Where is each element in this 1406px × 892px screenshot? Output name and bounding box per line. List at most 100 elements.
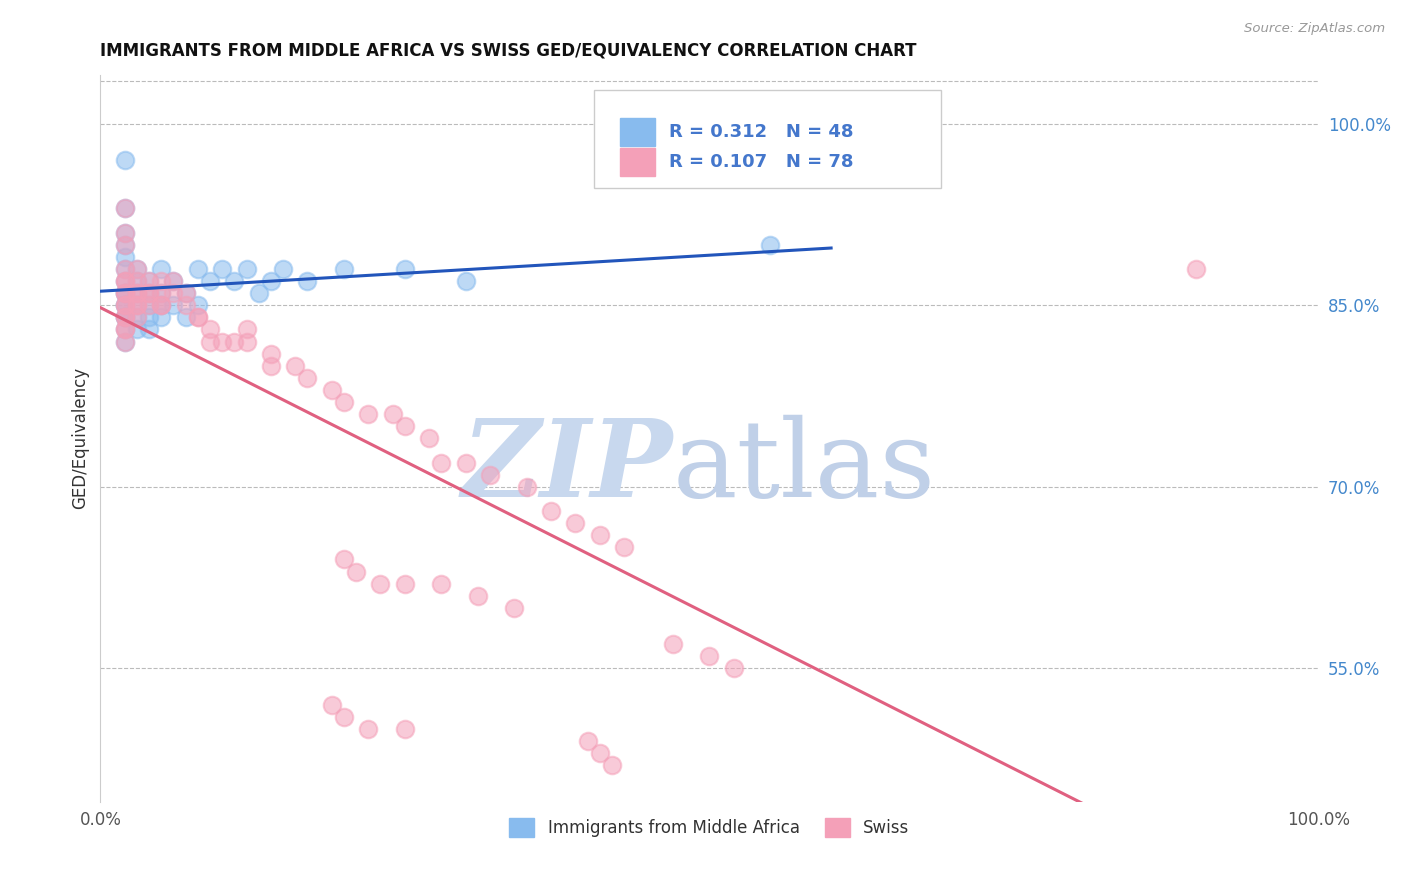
Point	[260, 274, 283, 288]
Point	[479, 467, 502, 482]
Point	[162, 286, 184, 301]
Point	[114, 334, 136, 349]
Point	[271, 261, 294, 276]
Point	[150, 298, 173, 312]
Point	[370, 576, 392, 591]
Point	[297, 371, 319, 385]
Point	[1185, 261, 1208, 276]
Text: R = 0.107   N = 78: R = 0.107 N = 78	[669, 153, 853, 171]
Legend: Immigrants from Middle Africa, Swiss: Immigrants from Middle Africa, Swiss	[503, 812, 915, 844]
Point	[138, 298, 160, 312]
Point	[138, 322, 160, 336]
Point	[174, 286, 197, 301]
Point	[224, 274, 246, 288]
Point	[114, 237, 136, 252]
Point	[503, 600, 526, 615]
Point	[162, 298, 184, 312]
Point	[114, 310, 136, 325]
Point	[613, 541, 636, 555]
Point	[333, 261, 356, 276]
Point	[394, 576, 416, 591]
Point	[187, 261, 209, 276]
Point	[114, 261, 136, 276]
Point	[418, 431, 440, 445]
Point	[114, 298, 136, 312]
Point	[114, 310, 136, 325]
Point	[150, 310, 173, 325]
Point	[125, 310, 148, 325]
Point	[394, 419, 416, 434]
Point	[235, 334, 257, 349]
Point	[114, 298, 136, 312]
Point	[321, 383, 343, 397]
Point	[198, 322, 221, 336]
Point	[125, 274, 148, 288]
Point	[297, 274, 319, 288]
Point	[235, 322, 257, 336]
Point	[260, 359, 283, 373]
Point	[138, 286, 160, 301]
Point	[114, 274, 136, 288]
Point	[138, 274, 160, 288]
Point	[260, 346, 283, 360]
Point	[114, 310, 136, 325]
Point	[114, 298, 136, 312]
Point	[174, 286, 197, 301]
Point	[454, 274, 477, 288]
Point	[114, 334, 136, 349]
Point	[759, 237, 782, 252]
Point	[589, 746, 612, 760]
Point	[150, 274, 173, 288]
Point	[589, 528, 612, 542]
Point	[344, 565, 367, 579]
Point	[333, 552, 356, 566]
Point	[114, 322, 136, 336]
Point	[125, 286, 148, 301]
Point	[430, 576, 453, 591]
FancyBboxPatch shape	[620, 148, 655, 176]
Point	[723, 661, 745, 675]
Point	[697, 649, 720, 664]
Point	[138, 286, 160, 301]
Point	[138, 274, 160, 288]
Point	[381, 407, 404, 421]
Point	[198, 334, 221, 349]
Point	[576, 734, 599, 748]
Y-axis label: GED/Equivalency: GED/Equivalency	[72, 368, 89, 509]
Point	[114, 237, 136, 252]
Point	[187, 310, 209, 325]
Point	[162, 274, 184, 288]
FancyBboxPatch shape	[593, 90, 941, 188]
Text: atlas: atlas	[673, 415, 936, 520]
Point	[150, 298, 173, 312]
Point	[125, 298, 148, 312]
Point	[125, 322, 148, 336]
Point	[125, 261, 148, 276]
Point	[247, 286, 270, 301]
Point	[114, 286, 136, 301]
Point	[138, 298, 160, 312]
Point	[125, 286, 148, 301]
Point	[357, 407, 380, 421]
Point	[114, 202, 136, 216]
Point	[114, 286, 136, 301]
Point	[357, 722, 380, 736]
Point	[114, 286, 136, 301]
Point	[235, 261, 257, 276]
Point	[114, 274, 136, 288]
Point	[114, 322, 136, 336]
Point	[174, 310, 197, 325]
Point	[114, 310, 136, 325]
Point	[224, 334, 246, 349]
Text: R = 0.312   N = 48: R = 0.312 N = 48	[669, 123, 853, 141]
Point	[125, 274, 148, 288]
FancyBboxPatch shape	[620, 119, 655, 146]
Point	[394, 261, 416, 276]
Point	[540, 504, 562, 518]
Point	[662, 637, 685, 651]
Point	[150, 298, 173, 312]
Point	[187, 298, 209, 312]
Point	[150, 286, 173, 301]
Point	[114, 298, 136, 312]
Point	[467, 589, 489, 603]
